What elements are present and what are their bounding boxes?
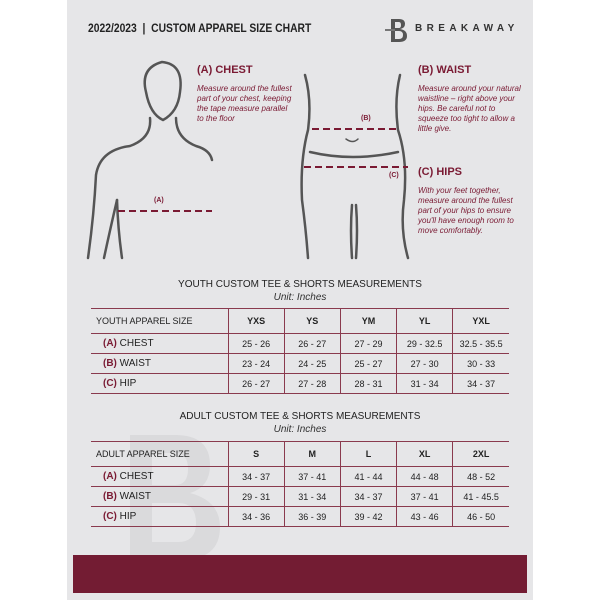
hips-description: With your feet together, measure around … [418,186,514,235]
lower-body-figure [300,73,410,260]
adult-unit: Unit: Inches [273,424,327,435]
chest-description: Measure around the fullest part of your … [197,84,292,123]
adult-size-table: ADULT APPAREL SIZE S M L XL 2XL (A) CHES… [91,441,509,527]
table-row: (A) CHEST 25 - 26 26 - 27 27 - 29 29 - 3… [91,333,509,354]
upper-body-figure [86,60,214,260]
cell: 27 - 28 [283,373,341,394]
chest-marker: (A) [154,197,164,204]
row-label: (C) HIP [91,373,229,394]
youth-unit: Unit: Inches [273,292,327,303]
row-label: (B) WAIST [91,486,229,507]
size-header: YM [339,308,398,334]
cell: 41 - 44 [339,466,398,487]
cell: 37 - 41 [396,486,454,507]
size-header: 2XL [452,441,509,467]
cell: 29 - 31 [227,486,285,507]
cell: 41 - 45.5 [452,486,509,507]
adult-section-title: ADULT CUSTOM TEE & SHORTS MEASUREMENTS [179,411,421,422]
cell: 25 - 26 [227,333,285,354]
youth-size-table: YOUTH APPAREL SIZE YXS YS YM YL YXL (A) … [91,308,509,394]
cell: 31 - 34 [396,373,454,394]
size-header: YXL [452,308,509,334]
page-title: 2022/2023 | CUSTOM APPAREL SIZE CHART [88,21,312,35]
cell: 36 - 39 [283,506,341,527]
cell: 29 - 32.5 [396,333,454,354]
waist-heading: (B) WAIST [418,64,472,76]
hips-marker: (C) [389,172,399,179]
cell: 30 - 33 [452,353,509,374]
column-header: YOUTH APPAREL SIZE [91,308,229,334]
size-header: S [227,441,285,467]
cell: 27 - 30 [396,353,454,374]
cell: 46 - 50 [452,506,509,527]
size-header: YL [396,308,454,334]
size-header: XL [396,441,454,467]
cell: 23 - 24 [227,353,285,374]
cell: 24 - 25 [283,353,341,374]
row-label: (B) WAIST [91,353,229,374]
youth-section-title: YOUTH CUSTOM TEE & SHORTS MEASUREMENTS [178,279,422,290]
cell: 34 - 37 [452,373,509,394]
brand-name: BREAKAWAY [415,23,519,34]
cell: 28 - 31 [339,373,398,394]
chest-heading: (A) CHEST [197,64,253,76]
row-label: (C) HIP [91,506,229,527]
cell: 34 - 37 [339,486,398,507]
breakaway-logo-icon [385,19,407,42]
tape-lines [118,128,408,212]
cell: 39 - 42 [339,506,398,527]
table-row: (B) WAIST 29 - 31 31 - 34 34 - 37 37 - 4… [91,486,509,507]
table-row: (B) WAIST 23 - 24 24 - 25 25 - 27 27 - 3… [91,353,509,374]
table-row: (C) HIP 34 - 36 36 - 39 39 - 42 43 - 46 … [91,506,509,527]
cell: 48 - 52 [452,466,509,487]
footer-band [73,555,527,593]
cell: 26 - 27 [227,373,285,394]
cell: 34 - 36 [227,506,285,527]
cell: 26 - 27 [283,333,341,354]
cell: 44 - 48 [396,466,454,487]
cell: 43 - 46 [396,506,454,527]
table-header-row: YOUTH APPAREL SIZE YXS YS YM YL YXL [91,308,509,334]
waist-description: Measure around your natural waistline – … [418,84,521,133]
cell: 25 - 27 [339,353,398,374]
table-row: (C) HIP 26 - 27 27 - 28 28 - 31 31 - 34 … [91,373,509,394]
row-label: (A) CHEST [91,466,229,487]
hips-heading: (C) HIPS [418,166,462,178]
waist-marker: (B) [361,115,371,122]
cell: 32.5 - 35.5 [452,333,509,354]
size-header: YXS [227,308,285,334]
size-header: L [339,441,398,467]
cell: 37 - 41 [283,466,341,487]
row-label: (A) CHEST [91,333,229,354]
size-header: YS [283,308,341,334]
cell: 34 - 37 [227,466,285,487]
table-row: (A) CHEST 34 - 37 37 - 41 41 - 44 44 - 4… [91,466,509,487]
table-header-row: ADULT APPAREL SIZE S M L XL 2XL [91,441,509,467]
cell: 27 - 29 [339,333,398,354]
body-measurement-figures [86,60,410,260]
size-header: M [283,441,341,467]
cell: 31 - 34 [283,486,341,507]
column-header: ADULT APPAREL SIZE [91,441,229,467]
